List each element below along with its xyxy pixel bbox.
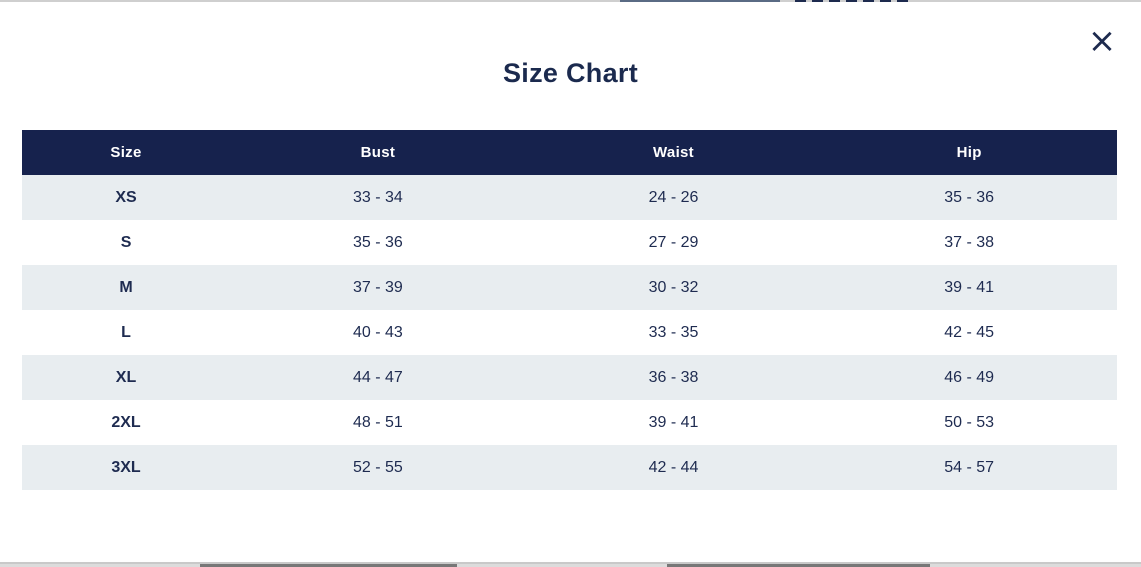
waist-cell: 42 - 44 <box>648 458 699 476</box>
size-chart-table: Size Bust Waist Hip XS 33 - 34 24 - 26 3… <box>22 130 1117 490</box>
waist-cell: 39 - 41 <box>648 413 699 431</box>
waist-cell: 33 - 35 <box>648 323 699 341</box>
waist-cell: 24 - 26 <box>648 188 699 206</box>
size-cell: 3XL <box>111 458 141 476</box>
background-bottom-strip <box>0 564 1141 567</box>
size-cell: XL <box>115 368 137 386</box>
waist-cell: 36 - 38 <box>648 368 699 386</box>
hip-cell: 54 - 57 <box>944 458 995 476</box>
column-header-bust: Bust <box>360 144 396 161</box>
table-header-row: Size Bust Waist Hip <box>22 130 1117 175</box>
size-cell: L <box>121 323 131 341</box>
table-row: 3XL 52 - 55 42 - 44 54 - 57 <box>22 445 1117 490</box>
table-row: L 40 - 43 33 - 35 42 - 45 <box>22 310 1117 355</box>
background-bottom-divider <box>0 562 1141 564</box>
hip-cell: 42 - 45 <box>944 323 995 341</box>
bust-cell: 52 - 55 <box>352 458 403 476</box>
size-cell: S <box>120 233 132 251</box>
waist-cell: 27 - 29 <box>648 233 699 251</box>
bust-cell: 48 - 51 <box>352 413 403 431</box>
size-cell: M <box>119 278 133 296</box>
bust-cell: 44 - 47 <box>352 368 403 386</box>
size-cell: XS <box>115 188 137 206</box>
close-icon: × <box>1087 21 1117 61</box>
background-bottom-segment <box>200 564 457 567</box>
bust-cell: 35 - 36 <box>352 233 403 251</box>
table-row: S 35 - 36 27 - 29 37 - 38 <box>22 220 1117 265</box>
bust-cell: 40 - 43 <box>352 323 403 341</box>
hip-cell: 39 - 41 <box>944 278 995 296</box>
hip-cell: 46 - 49 <box>944 368 995 386</box>
column-header-size: Size <box>110 144 142 161</box>
hip-cell: 35 - 36 <box>944 188 995 206</box>
table-row: M 37 - 39 30 - 32 39 - 41 <box>22 265 1117 310</box>
table-row: 2XL 48 - 51 39 - 41 50 - 53 <box>22 400 1117 445</box>
background-bottom-segment <box>667 564 930 567</box>
bust-cell: 33 - 34 <box>352 188 403 206</box>
waist-cell: 30 - 32 <box>648 278 699 296</box>
column-header-waist: Waist <box>653 144 694 161</box>
table-row: XS 33 - 34 24 - 26 35 - 36 <box>22 175 1117 220</box>
column-header-hip: Hip <box>956 144 982 161</box>
background-top-divider <box>0 0 1141 2</box>
table-row: XL 44 - 47 36 - 38 46 - 49 <box>22 355 1117 400</box>
hip-cell: 37 - 38 <box>944 233 995 251</box>
modal-title: Size Chart <box>502 58 639 88</box>
close-button[interactable]: × <box>1081 20 1123 62</box>
size-cell: 2XL <box>111 413 141 431</box>
bust-cell: 37 - 39 <box>352 278 403 296</box>
hip-cell: 50 - 53 <box>944 413 995 431</box>
